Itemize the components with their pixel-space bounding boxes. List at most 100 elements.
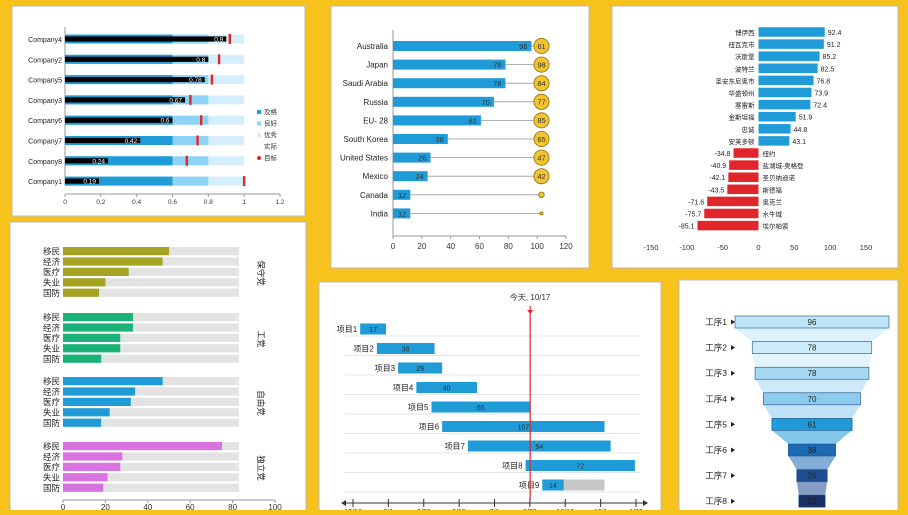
country-category-label: Canada — [360, 191, 389, 200]
city-category-label: 水牛城 — [763, 210, 783, 219]
city-value-label: 51.9 — [799, 115, 813, 122]
city-bar — [733, 148, 759, 158]
party-bar — [63, 257, 163, 266]
party-bar — [63, 323, 133, 332]
party-x-tick-label: 60 — [186, 503, 195, 510]
country-bubble — [533, 112, 550, 129]
party-x-tick-label: 100 — [268, 503, 282, 510]
gantt-duration-label: 14 — [549, 483, 557, 490]
funnel-connector — [788, 456, 836, 470]
city-category-label: 华盛顿州 — [729, 89, 755, 98]
gantt-task-label: 项目7 — [444, 442, 465, 451]
party-category-label: 医疗 — [43, 267, 61, 277]
party-category-label: 移民 — [43, 312, 60, 322]
funnel-bar — [796, 469, 828, 482]
party-category-label: 移民 — [43, 376, 60, 386]
bullet-value-label: 0.6 — [160, 118, 169, 125]
country-x-tick-label: 0 — [391, 242, 396, 251]
country-bar-value-label: 26 — [418, 154, 426, 163]
bullet-value-label: 0.42 — [125, 138, 138, 145]
party-bar — [63, 387, 136, 396]
party-bar-background — [63, 267, 239, 276]
country-bar — [393, 78, 506, 89]
gantt-duration-label: 40 — [443, 386, 451, 393]
party-category-label: 医疗 — [43, 333, 61, 343]
country-bubble — [533, 149, 550, 166]
bullet-x-tick-label: 1 — [242, 199, 246, 206]
party-bar-background — [63, 323, 239, 332]
country-category-label: Russia — [364, 98, 389, 107]
bullet-actual-bar — [65, 178, 100, 184]
city-category-label: 奥克兰 — [763, 197, 783, 206]
gantt-duration-label: 94 — [535, 444, 543, 451]
funnel-stage-marker — [731, 473, 735, 479]
party-bar-background — [63, 462, 239, 471]
city-diverging-bar-panel: 博伊西 92.4 纽瓦克市 91.2 沃斯堡 85.2 波特兰 82.5 圣安东尼奥市 76.8 华… — [611, 5, 899, 269]
bullet-actual-bar — [65, 117, 173, 123]
country-category-label: Saudi Arabia — [343, 79, 389, 88]
party-bar-background — [63, 387, 239, 396]
party-small-multiples-panel: 移民经济医疗失业国防保守党移民经济医疗失业国防工党移民经济医疗失业国防自由党移民… — [9, 221, 307, 515]
funnel-value-label: 24 — [808, 497, 817, 506]
funnel-connector — [796, 481, 828, 496]
country-bubble — [533, 93, 550, 110]
country-bubble — [533, 56, 550, 73]
city-bar — [758, 111, 796, 122]
party-category-label: 国防 — [43, 418, 61, 428]
country-bubble-label: 85 — [537, 116, 545, 125]
bullet-category-label: Company8 — [28, 159, 62, 166]
city-category-label: 忠诚 — [742, 125, 756, 134]
funnel-bar — [798, 494, 826, 508]
funnel-value-label: 38 — [808, 446, 817, 455]
country-bar-value-label: 38 — [435, 135, 443, 144]
country-category-label: Australia — [357, 42, 389, 51]
bullet-legend-swatch — [257, 156, 261, 160]
bullet-x-tick-label: 0.4 — [132, 199, 141, 206]
country-bar-value-label: 12 — [398, 191, 406, 200]
party-category-label: 失业 — [43, 408, 60, 418]
bullet-x-tick-label: 0.2 — [96, 199, 105, 206]
funnel-stage-marker — [731, 421, 735, 427]
party-x-tick-label: 0 — [61, 503, 66, 510]
gantt-duration-label: 107 — [517, 425, 529, 432]
city-x-tick-label: 50 — [790, 243, 798, 252]
bullet-target-marker — [242, 176, 246, 187]
funnel-stage-marker — [731, 447, 735, 453]
city-x-tick-label: 0 — [756, 243, 760, 252]
city-bar — [758, 124, 791, 134]
funnel-value-label: 96 — [808, 318, 817, 327]
city-value-label: 82.5 — [821, 66, 835, 73]
party-x-tick-label: 80 — [228, 503, 237, 510]
gantt-bar — [360, 323, 386, 335]
funnel-value-label: 70 — [808, 395, 817, 404]
country-bar — [393, 59, 506, 70]
party-bar-background — [63, 408, 239, 417]
city-bar — [727, 184, 759, 195]
city-x-tick-label: -50 — [717, 243, 728, 252]
party-bar — [63, 408, 110, 417]
party-category-label: 国防 — [43, 483, 61, 493]
city-category-label: 斯德福 — [763, 185, 783, 194]
funnel-stage-label: 工序2 — [705, 343, 727, 353]
bullet-category-label: Company4 — [28, 37, 62, 44]
bullet-target-marker — [210, 74, 214, 85]
gantt-task-label: 项目5 — [408, 403, 429, 412]
party-category-label: 经济 — [43, 387, 61, 397]
country-bubble — [539, 211, 544, 216]
gantt-duration-label: 65 — [477, 405, 485, 412]
bullet-chart-panel: Company4 0.9 Company2 0.8 Company5 0.78 Compan… — [11, 5, 306, 217]
bullet-x-tick-label: 0 — [63, 199, 67, 206]
funnel-stage-label: 工序6 — [705, 445, 727, 455]
city-bar — [758, 63, 818, 74]
funnel-stage-marker — [731, 498, 735, 504]
city-value-label: -43.5 — [708, 187, 724, 194]
city-bar — [758, 51, 820, 61]
country-bar — [393, 189, 411, 200]
party-category-label: 医疗 — [43, 462, 61, 472]
party-bar — [63, 462, 121, 471]
bullet-legend-swatch — [257, 110, 261, 114]
funnel-connector — [752, 353, 872, 368]
gantt-task-label: 项目2 — [353, 345, 374, 354]
gantt-panel-frame — [318, 281, 662, 515]
